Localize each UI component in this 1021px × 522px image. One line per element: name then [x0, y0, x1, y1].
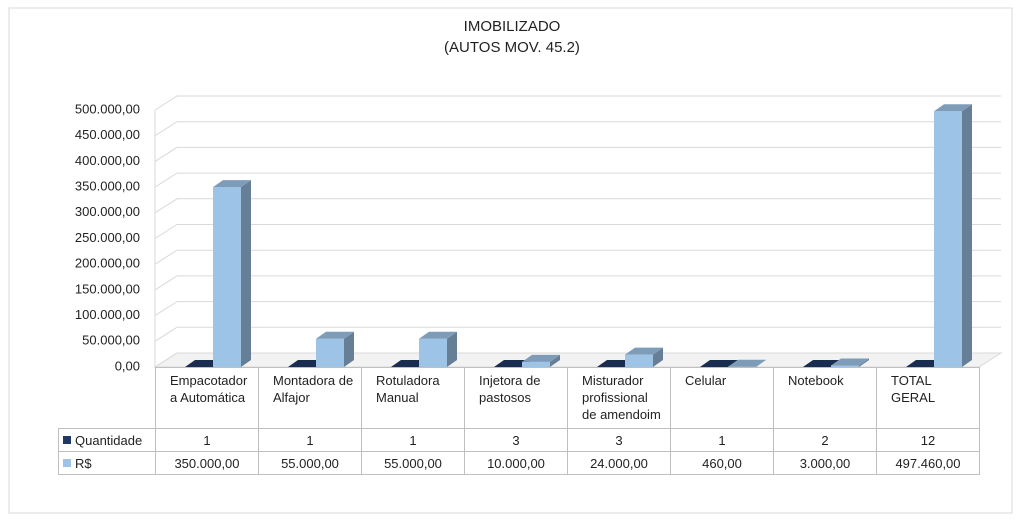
- bar-top: [419, 331, 457, 339]
- legend-label: R$: [75, 455, 92, 471]
- bar: [316, 331, 354, 367]
- table-value: 3: [567, 428, 671, 452]
- bar-front: [522, 361, 550, 367]
- table-value: 3.000,00: [773, 451, 877, 475]
- legend-key: [63, 436, 71, 444]
- bar: [934, 104, 972, 368]
- category-label: TOTAL GERAL: [876, 367, 980, 429]
- legend-key: [63, 459, 71, 467]
- bar-front: [316, 338, 344, 367]
- grid-line: [154, 121, 1001, 137]
- table-value: 3: [464, 428, 568, 452]
- y-tick-label: 450.000,00: [75, 127, 140, 142]
- bar: [625, 347, 663, 367]
- bar-side: [241, 180, 251, 367]
- bar-top: [728, 359, 766, 367]
- grid-line: [154, 249, 1001, 265]
- bar-top: [831, 358, 869, 366]
- table-value: 55.000,00: [258, 451, 362, 475]
- bar-side: [344, 331, 354, 367]
- table-value: 55.000,00: [361, 451, 465, 475]
- category-label: Montadora de Alfajor: [258, 367, 362, 429]
- table-value: 10.000,00: [464, 451, 568, 475]
- table-value: 24.000,00: [567, 451, 671, 475]
- category-label: Injetora de pastosos: [464, 367, 568, 429]
- bar: [419, 331, 457, 367]
- grid-line: [154, 198, 1001, 214]
- bar-front: [419, 338, 447, 367]
- bar-top: [700, 359, 738, 367]
- table-value: 460,00: [670, 451, 774, 475]
- y-tick-label: 250.000,00: [75, 230, 140, 245]
- bar-front: [934, 111, 962, 367]
- category-label: Empacotador a Automática: [155, 367, 259, 429]
- table-value: 1: [361, 428, 465, 452]
- bar-front: [625, 354, 653, 367]
- bar-top: [213, 180, 251, 188]
- bar: [522, 354, 560, 367]
- bar-side: [447, 331, 457, 367]
- y-tick-label: 350.000,00: [75, 179, 140, 194]
- y-tick-label: 100.000,00: [75, 307, 140, 322]
- y-tick-label: 300.000,00: [75, 204, 140, 219]
- table-value: 12: [876, 428, 980, 452]
- chart-title: IMOBILIZADO: [464, 18, 561, 35]
- bar: [213, 180, 251, 367]
- grid-line: [154, 352, 1001, 368]
- chart-subtitle: (AUTOS MOV. 45.2): [444, 39, 580, 56]
- bar-side: [653, 347, 663, 367]
- table-value: 1: [670, 428, 774, 452]
- legend-entry: R$: [58, 451, 156, 475]
- table-value: 2: [773, 428, 877, 452]
- y-tick-label: 400.000,00: [75, 153, 140, 168]
- grid-line: [154, 95, 1001, 111]
- bar-top: [316, 331, 354, 339]
- table-value: 350.000,00: [155, 451, 259, 475]
- bar-side: [859, 358, 869, 367]
- table-value: 1: [155, 428, 259, 452]
- legend-label: Quantidade: [75, 432, 143, 448]
- y-tick-label: 0,00: [115, 358, 140, 373]
- category-label: Misturador profissional de amendoim: [567, 367, 671, 429]
- grid-line: [154, 326, 1001, 342]
- grid-line: [154, 224, 1001, 239]
- table-value: 497.460,00: [876, 451, 980, 475]
- grid-line: [154, 146, 1001, 162]
- y-tick-label: 150.000,00: [75, 281, 140, 296]
- bar-side: [756, 359, 766, 367]
- bar-side: [962, 104, 972, 368]
- category-label: Notebook: [773, 367, 877, 429]
- category-label: Celular: [670, 367, 774, 429]
- bar-top: [522, 354, 560, 362]
- bar-front: [213, 187, 241, 367]
- chart-border: [8, 7, 1013, 514]
- category-label: Rotuladora Manual: [361, 367, 465, 429]
- legend-entry: Quantidade: [58, 428, 156, 452]
- bar: [728, 359, 766, 367]
- bar-front: [831, 365, 859, 367]
- grid-line: [154, 275, 1001, 291]
- y-tick-label: 500.000,00: [75, 101, 140, 116]
- bar: [831, 358, 869, 367]
- bar-top: [934, 104, 972, 112]
- y-tick-label: 200.000,00: [75, 256, 140, 271]
- y-tick-label: 50.000,00: [82, 333, 140, 348]
- table-value: 1: [258, 428, 362, 452]
- bar-top: [625, 347, 663, 355]
- grid-line: [154, 301, 1001, 317]
- grid-line: [154, 172, 1001, 188]
- floor: [153, 352, 1003, 368]
- bar-side: [550, 354, 560, 367]
